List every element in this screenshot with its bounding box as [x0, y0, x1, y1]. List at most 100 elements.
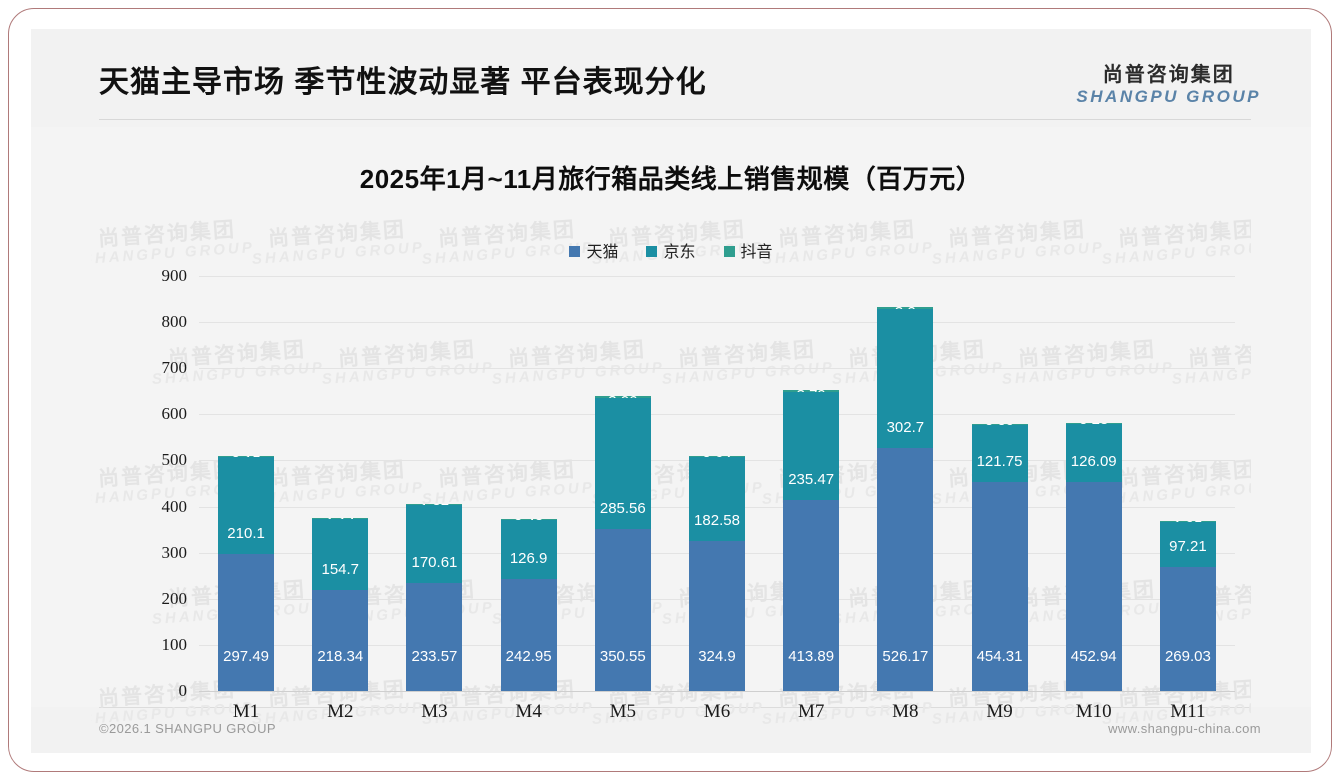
bar-segment-tmall[interactable]: 526.17	[877, 448, 934, 691]
footer-divider	[99, 707, 1251, 708]
bar-segment-tmall[interactable]: 452.94	[1065, 482, 1122, 691]
bar-value-label: 121.75	[976, 452, 1023, 470]
bar-value-label: 154.7	[321, 561, 360, 579]
bar-value-label: 269.03	[1164, 648, 1211, 665]
legend-label: 天猫	[586, 244, 619, 261]
bar-segment-tmall[interactable]: 269.03	[1159, 566, 1216, 691]
legend-item-2[interactable]: 京东	[646, 238, 696, 262]
bar-segment-jd[interactable]: 235.47	[783, 391, 840, 501]
copyright-text: ©2026.1 SHANGPU GROUP	[99, 721, 276, 736]
legend-label: 抖音	[740, 244, 773, 261]
gridline	[199, 368, 1235, 370]
gridline	[199, 414, 1235, 416]
bar-segment-jd[interactable]: 302.7	[877, 308, 934, 449]
bar-segment-jd[interactable]: 126.09	[1065, 424, 1122, 483]
website-link[interactable]: www.shangpu-china.com	[1108, 721, 1261, 736]
bar-value-label: 350.55	[599, 648, 646, 665]
bar-value-label: 413.89	[788, 648, 835, 665]
slide-frame: 天猫主导市场 季节性波动显著 平台表现分化 尚普咨询集团 SHANGPU GRO…	[8, 8, 1332, 772]
chart-title: 2025年1月~11月旅行箱品类线上销售规模（百万元）	[359, 164, 983, 194]
bar-value-label: 218.34	[317, 648, 364, 665]
bar-segment-tmall[interactable]: 324.9	[689, 541, 745, 691]
bar-segment-jd[interactable]: 285.56	[594, 397, 651, 530]
gridline	[199, 691, 1235, 692]
bar-segment-tmall[interactable]: 233.57	[406, 583, 463, 691]
bar-segment-jd[interactable]: 170.61	[406, 504, 463, 584]
y-axis-tick-label: 300	[161, 542, 188, 562]
bar-value-label: 324.9	[698, 648, 736, 665]
x-axis-tick-label: M4	[515, 701, 542, 722]
y-axis-tick-label: 0	[178, 681, 188, 700]
legend-item-1[interactable]: 天猫	[569, 238, 618, 262]
bar-value-label: 210.1	[227, 524, 265, 542]
legend-item-3[interactable]: 抖音	[723, 238, 773, 262]
y-axis-tick-label: 600	[161, 404, 188, 424]
bar-segment-tmall[interactable]: 454.31	[971, 481, 1028, 691]
x-axis-tick-label: M1	[232, 701, 260, 722]
y-axis-tick-label: 900	[161, 266, 188, 285]
bar-value-label: 170.61	[411, 554, 458, 572]
y-axis-tick-label: 500	[161, 450, 188, 470]
bar-value-label: 454.31	[976, 648, 1023, 665]
company-logo: 尚普咨询集团 SHANGPU GROUP	[1076, 65, 1261, 106]
bar-value-label: 97.21	[1169, 537, 1207, 555]
logo-chinese-text: 尚普咨询集团	[1102, 64, 1235, 86]
bar-value-label: 297.49	[223, 648, 270, 665]
bar-segment-tmall[interactable]: 350.55	[594, 529, 651, 691]
bar-value-label: 285.56	[599, 500, 646, 518]
x-axis-tick-label: M2	[327, 701, 354, 722]
bar-segment-tmall[interactable]: 297.49	[218, 553, 275, 691]
bar-segment-jd[interactable]: 210.1	[218, 456, 275, 554]
slide-footer: ©2026.1 SHANGPU GROUP www.shangpu-china.…	[31, 707, 1311, 753]
y-axis-tick-label: 100	[161, 634, 188, 654]
y-axis-tick-label: 800	[161, 312, 188, 332]
chart-bars: 2.15210.1297.491.14154.7218.341.37170.61…	[199, 276, 1235, 691]
bar-segment-tmall[interactable]: 413.89	[783, 500, 840, 691]
x-axis-tick-label: M7	[797, 701, 825, 722]
page-title: 天猫主导市场 季节性波动显著 平台表现分化	[99, 66, 707, 99]
bar-segment-jd[interactable]: 182.58	[689, 457, 745, 542]
bar-segment-jd[interactable]: 121.75	[971, 425, 1028, 482]
logo-english-text: SHANGPU GROUP	[1076, 87, 1261, 106]
slide-header: 天猫主导市场 季节性波动显著 平台表现分化 尚普咨询集团 SHANGPU GRO…	[31, 29, 1311, 127]
bar-value-label: 126.09	[1070, 453, 1117, 471]
legend-label: 京东	[663, 244, 696, 261]
y-axis-tick-label: 400	[161, 496, 188, 516]
bar-segment-tmall[interactable]: 242.95	[500, 578, 557, 691]
legend-swatch-icon	[646, 246, 658, 257]
slide-content: 天猫主导市场 季节性波动显著 平台表现分化 尚普咨询集团 SHANGPU GRO…	[31, 29, 1311, 753]
bar-value-label: 452.94	[1070, 648, 1117, 665]
bar-value-label: 302.7	[886, 419, 925, 437]
bar-value-label: 182.58	[694, 512, 740, 530]
legend-swatch-icon	[723, 246, 735, 257]
chart-legend: 天猫 京东 抖音	[91, 238, 1251, 262]
bar-segment-jd[interactable]: 126.9	[500, 520, 557, 579]
chart-area: 尚普咨询集团 SHANGPU GROUP 尚普咨询集团 SHANGPU GROUP 尚普…	[91, 214, 1251, 724]
y-axis-labels: 0 100 200 300 400 500 600 700 800 900	[91, 266, 188, 700]
bar-segment-tmall[interactable]: 218.34	[312, 590, 369, 691]
x-axis-labels: M1 M2 M3 M4 M5 M6 M7 M8 M9 M10 M11	[199, 701, 1235, 731]
y-axis-tick-label: 700	[161, 358, 188, 378]
bar-segment-jd[interactable]: 97.21	[1159, 522, 1216, 567]
header-divider	[99, 119, 1251, 120]
gridline	[199, 276, 1235, 277]
y-axis-tick-label: 200	[161, 588, 188, 608]
bar-value-label: 235.47	[788, 471, 835, 489]
bar-segment-jd[interactable]: 154.7	[312, 519, 369, 591]
x-axis-tick-label: M10	[1075, 701, 1112, 722]
x-axis-tick-label: M6	[703, 701, 731, 722]
x-axis-tick-label: M9	[986, 701, 1013, 722]
x-axis-tick-label: M3	[421, 701, 448, 722]
